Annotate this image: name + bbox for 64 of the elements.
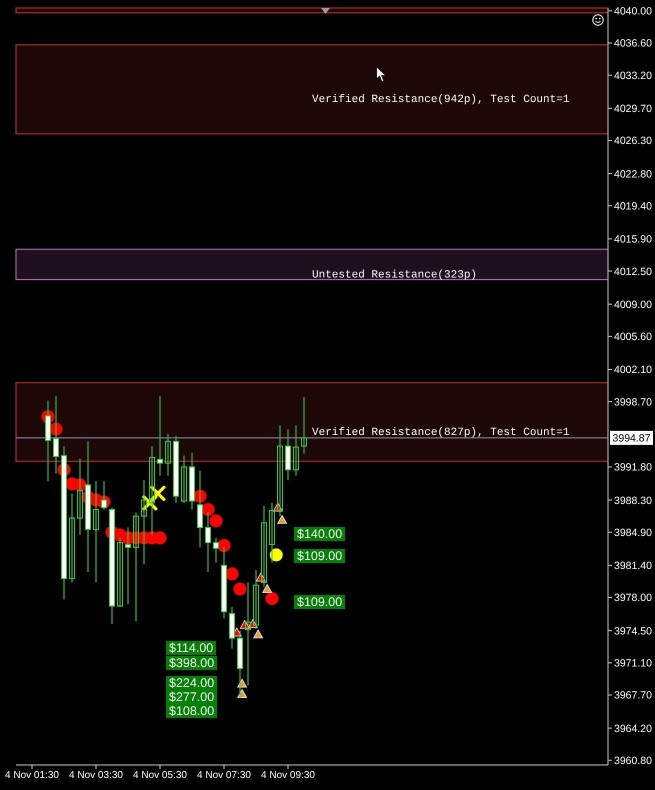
annotation: $277.00 bbox=[166, 690, 218, 704]
candlestick bbox=[213, 537, 219, 564]
y-tick-label: 4002.10 bbox=[614, 364, 652, 376]
annotation: $108.00 bbox=[166, 704, 218, 718]
candlestick bbox=[293, 424, 299, 476]
y-tick-label: 4009.00 bbox=[614, 298, 652, 311]
annotation: $109.00 bbox=[294, 549, 346, 563]
y-tick-label: 3981.40 bbox=[614, 560, 652, 572]
y-tick-label: 4026.30 bbox=[614, 135, 652, 148]
y-tick-label: 3971.10 bbox=[614, 658, 652, 670]
y-tick-label: 3984.90 bbox=[614, 526, 652, 539]
candlestick bbox=[101, 480, 107, 510]
annotation: $114.00 bbox=[166, 641, 216, 655]
y-tick-label: 4019.40 bbox=[614, 200, 652, 212]
candlestick bbox=[301, 396, 307, 454]
candlestick bbox=[181, 455, 187, 504]
annotation: $140.00 bbox=[294, 527, 346, 541]
candlestick bbox=[77, 458, 83, 536]
candlestick bbox=[205, 512, 211, 572]
candlestick bbox=[93, 480, 99, 583]
candlestick bbox=[253, 570, 259, 630]
y-tick-label: 4015.90 bbox=[614, 234, 652, 246]
y-tick-label: 3988.30 bbox=[614, 494, 652, 507]
y-tick-label: 4012.50 bbox=[614, 266, 652, 278]
candlestick bbox=[269, 502, 275, 564]
x-tick-label: 4 Nov 01:30 bbox=[5, 770, 60, 782]
candlestick bbox=[149, 446, 155, 536]
y-tick-label: 4040.00 bbox=[614, 6, 652, 18]
candlestick bbox=[245, 582, 251, 686]
candlestick bbox=[285, 428, 291, 481]
candlestick bbox=[261, 505, 267, 588]
candlestick bbox=[197, 470, 203, 548]
x-tick-label: 4 Nov 05:30 bbox=[133, 770, 188, 782]
candlestick bbox=[125, 526, 131, 605]
candlestick bbox=[165, 433, 171, 476]
candlestick bbox=[69, 492, 75, 583]
y-tick-label: 4022.80 bbox=[614, 168, 652, 180]
y-tick-label: 3978.00 bbox=[614, 592, 652, 604]
annotation: $398.00 bbox=[166, 656, 218, 670]
x-tick-label: 4 Nov 03:30 bbox=[69, 770, 124, 782]
y-tick-label: 4005.60 bbox=[614, 331, 652, 344]
band-label: Verified Resistance(942p), Test Count=1 bbox=[312, 94, 570, 106]
x-tick-label: 4 Nov 07:30 bbox=[197, 770, 252, 782]
y-tick-label: 3998.70 bbox=[614, 396, 652, 408]
annotation: $109.00 bbox=[294, 595, 346, 609]
y-tick-label: 4036.60 bbox=[614, 38, 652, 50]
x-tick-label: 4 Nov 09:30 bbox=[261, 770, 316, 782]
candlestick bbox=[157, 395, 163, 476]
candlestick bbox=[117, 537, 123, 608]
band-label: Untested Resistance(323p) bbox=[312, 269, 478, 282]
y-tick-label: 3964.20 bbox=[614, 722, 652, 735]
candlestick bbox=[277, 424, 283, 517]
candlestick bbox=[141, 480, 147, 565]
y-tick-label: 4029.70 bbox=[614, 103, 652, 116]
y-tick-label: 3991.80 bbox=[614, 462, 652, 474]
band-label: Verified Resistance(827p), Test Count=1 bbox=[312, 426, 570, 439]
y-tick-label: 4033.20 bbox=[614, 70, 652, 82]
candlestick bbox=[53, 395, 59, 474]
candlestick bbox=[133, 512, 139, 622]
annotation: $224.00 bbox=[166, 676, 218, 690]
ref-line-label: 3994.87 bbox=[612, 432, 651, 445]
y-tick-label: 3967.70 bbox=[614, 690, 652, 702]
y-tick-label: 3960.80 bbox=[614, 754, 652, 767]
y-tick-label: 3974.50 bbox=[614, 625, 652, 638]
